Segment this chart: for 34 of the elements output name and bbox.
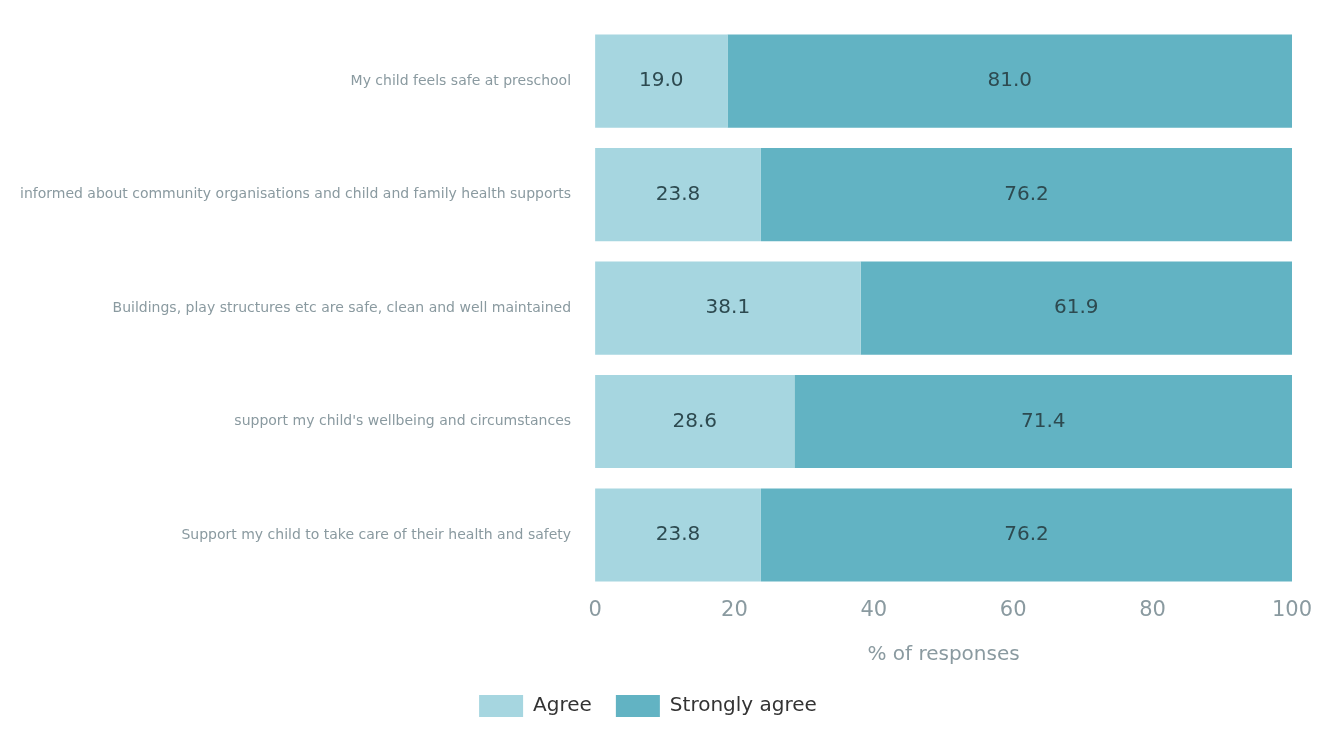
bar — [595, 34, 728, 128]
data-label: 28.6 — [672, 407, 717, 432]
x-axis-title: % of responses — [867, 641, 1020, 666]
y-tick-label: Buildings, play structures etc are safe, clean and well maintained — [112, 298, 572, 315]
y-tick-label: informed about community organisations and child and family health supports — [19, 185, 572, 202]
x-tick-label: 80 — [1139, 596, 1166, 621]
bar — [595, 261, 861, 355]
data-label: 23.8 — [655, 521, 701, 546]
data-label: 81.0 — [987, 67, 1033, 92]
bar — [727, 34, 1292, 128]
y-tick-label: support my child's wellbeing and circumstances — [234, 412, 572, 429]
x-tick-label: 60 — [999, 596, 1027, 621]
data-label: 76.2 — [1004, 521, 1049, 546]
bar — [794, 375, 1292, 469]
x-tick-label: 20 — [721, 596, 748, 621]
bar — [595, 375, 795, 469]
data-label: 61.9 — [1054, 294, 1099, 319]
data-label: 71.4 — [1020, 407, 1066, 432]
data-label: 76.2 — [1004, 180, 1049, 205]
data-label: 23.8 — [655, 180, 701, 205]
x-tick-label: 100 — [1271, 596, 1313, 621]
data-label: 19.0 — [639, 67, 684, 92]
bar — [860, 261, 1292, 355]
y-tick-label: My child feels safe at preschool — [350, 71, 572, 88]
y-tick-label: Support my child to take care of their health and safety — [181, 525, 572, 542]
x-tick-label: 40 — [860, 596, 888, 621]
bar — [760, 488, 1292, 582]
bar — [760, 148, 1292, 242]
bar — [595, 488, 761, 582]
legend-label: Strongly agree — [669, 692, 817, 717]
x-tick-label: 0 — [588, 596, 602, 621]
legend-label: Agree — [533, 692, 592, 717]
bar — [595, 148, 761, 242]
data-label: 38.1 — [705, 294, 751, 319]
